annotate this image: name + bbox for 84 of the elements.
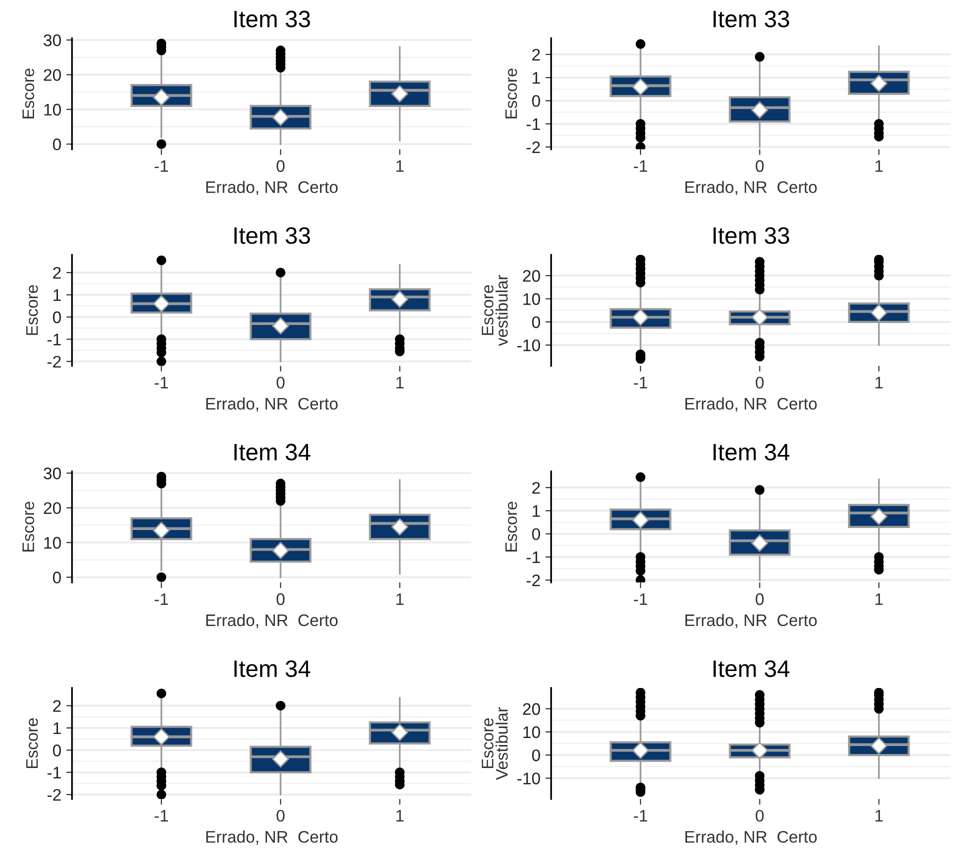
chart-title: Item 33 <box>714 10 790 28</box>
x-axis-title: Errado, NR Certo <box>685 180 817 196</box>
y-tick-label: -2 <box>526 141 540 154</box>
x-tick-label: -1 <box>634 593 648 605</box>
y-axis-title: Escore <box>26 285 38 335</box>
y-tick-label: 0 <box>532 316 540 328</box>
y-tick-label: -1 <box>526 552 540 564</box>
y-tick-label: 1 <box>532 72 540 84</box>
x-tick-label: 0 <box>756 160 764 172</box>
x-tick-label: 0 <box>276 810 285 822</box>
y-tick-label: 0 <box>532 95 540 107</box>
y-tick-label: -10 <box>517 339 540 352</box>
y-axis-title: Escore Vestibular <box>482 707 508 780</box>
x-tick-label: 1 <box>876 593 883 605</box>
x-tick-label: 1 <box>396 593 404 605</box>
y-tick-label: -2 <box>48 788 61 801</box>
x-tick-label: -1 <box>634 376 648 388</box>
y-tick-label: 10 <box>44 104 61 116</box>
x-axis-title: Errado, NR Certo <box>206 614 338 628</box>
x-axis-title: Errado, NR Certo <box>206 180 338 196</box>
y-axis-title: Escore vestibular <box>482 274 508 346</box>
x-tick-label: 1 <box>396 810 404 822</box>
y-axis-title: Escore <box>26 718 38 768</box>
x-tick-label: 0 <box>276 376 285 389</box>
y-tick-label: 10 <box>523 726 540 738</box>
x-tick-label: 1 <box>876 810 883 822</box>
y-tick-label: 10 <box>44 536 61 549</box>
y-tick-label: 30 <box>44 468 61 480</box>
y-tick-label: 0 <box>52 572 61 584</box>
y-tick-label: 2 <box>532 482 540 494</box>
y-tick-label: 20 <box>44 502 61 514</box>
x-tick-label: 1 <box>396 376 404 388</box>
y-tick-label: 1 <box>532 505 540 517</box>
chart-title: Item 33 <box>714 227 790 244</box>
y-tick-label: 0 <box>532 749 540 762</box>
chart-title: Item 34 <box>714 660 790 678</box>
chart-title: Item 34 <box>714 444 790 460</box>
x-tick-label: -1 <box>634 160 648 172</box>
x-tick-label: 0 <box>756 376 764 389</box>
x-axis-title: Errado, NR Certo <box>206 830 338 845</box>
chart-title: Item 33 <box>234 10 310 28</box>
chart-title: Item 33 <box>234 227 310 244</box>
y-tick-label: 20 <box>523 270 540 282</box>
y-tick-label: -1 <box>526 118 540 130</box>
y-tick-label: 1 <box>54 722 61 734</box>
x-tick-label: 1 <box>396 160 404 172</box>
y-axis-title: Escore <box>505 68 518 118</box>
x-tick-label: 0 <box>276 593 285 606</box>
x-axis-title: Errado, NR Certo <box>685 830 817 845</box>
x-axis-title: Errado, NR Certo <box>685 397 817 412</box>
x-tick-label: -1 <box>634 810 648 822</box>
x-tick-label: 0 <box>756 593 764 606</box>
chart-title: Item 34 <box>234 444 310 460</box>
y-tick-label: -2 <box>526 574 540 586</box>
y-tick-label: 0 <box>52 744 61 756</box>
y-tick-label: 20 <box>523 703 540 715</box>
x-tick-label: 0 <box>276 160 285 172</box>
y-tick-label: -2 <box>48 356 61 368</box>
x-tick-label: 1 <box>876 160 883 172</box>
y-tick-label: 2 <box>532 48 540 60</box>
y-tick-label: 0 <box>52 138 61 150</box>
x-tick-label: -1 <box>154 593 168 605</box>
x-tick-label: 1 <box>876 376 883 388</box>
y-tick-label: 0 <box>52 311 61 324</box>
x-tick-label: -1 <box>154 810 168 822</box>
y-tick-label: -1 <box>48 334 61 346</box>
y-tick-label: 2 <box>53 700 61 712</box>
x-tick-label: -1 <box>154 376 168 388</box>
y-axis-title: Escore <box>22 502 34 552</box>
y-tick-label: 1 <box>54 289 61 301</box>
x-axis-title: Errado, NR Certo <box>685 614 817 628</box>
y-tick-label: 2 <box>53 266 61 279</box>
y-axis-title: Escore <box>505 502 518 552</box>
x-tick-label: 0 <box>756 810 764 822</box>
y-tick-label: -10 <box>517 772 540 784</box>
x-axis-title: Errado, NR Certo <box>206 397 338 412</box>
y-tick-label: 10 <box>523 293 540 305</box>
y-tick-label: -1 <box>48 766 61 778</box>
y-tick-label: 20 <box>44 69 61 81</box>
x-tick-label: -1 <box>154 160 168 172</box>
chart-title: Item 34 <box>234 660 310 678</box>
y-tick-label: 0 <box>532 528 540 540</box>
y-axis-title: Escore <box>22 68 34 118</box>
y-tick-label: 30 <box>44 34 61 46</box>
